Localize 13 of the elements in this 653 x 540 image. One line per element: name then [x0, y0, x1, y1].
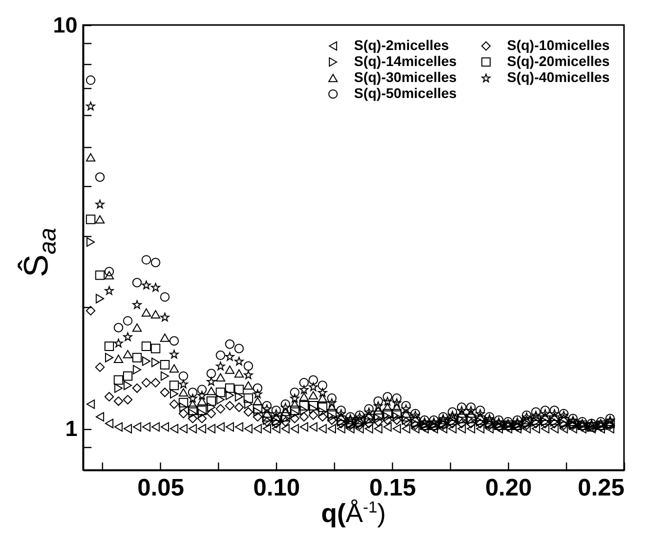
- y-tick-label: 10: [53, 12, 78, 38]
- legend-label: S(q)-20micelles: [507, 53, 610, 69]
- x-tick-label: 0.10: [253, 474, 300, 502]
- x-tick-label: 0.05: [137, 474, 184, 502]
- legend-label: S(q)-10micelles: [507, 37, 610, 53]
- legend-label: S(q)-40micelles: [507, 69, 610, 85]
- legend-label: S(q)-30micelles: [354, 69, 457, 85]
- x-tick-label: 0.20: [485, 474, 532, 502]
- legend-label: S(q)-14micelles: [354, 53, 457, 69]
- legend-label: S(q)-2micelles: [354, 37, 450, 53]
- y-tick-label: 1: [65, 416, 78, 442]
- x-tick-label: 0.25: [578, 474, 624, 502]
- legend-label: S(q)-50micelles: [354, 85, 457, 101]
